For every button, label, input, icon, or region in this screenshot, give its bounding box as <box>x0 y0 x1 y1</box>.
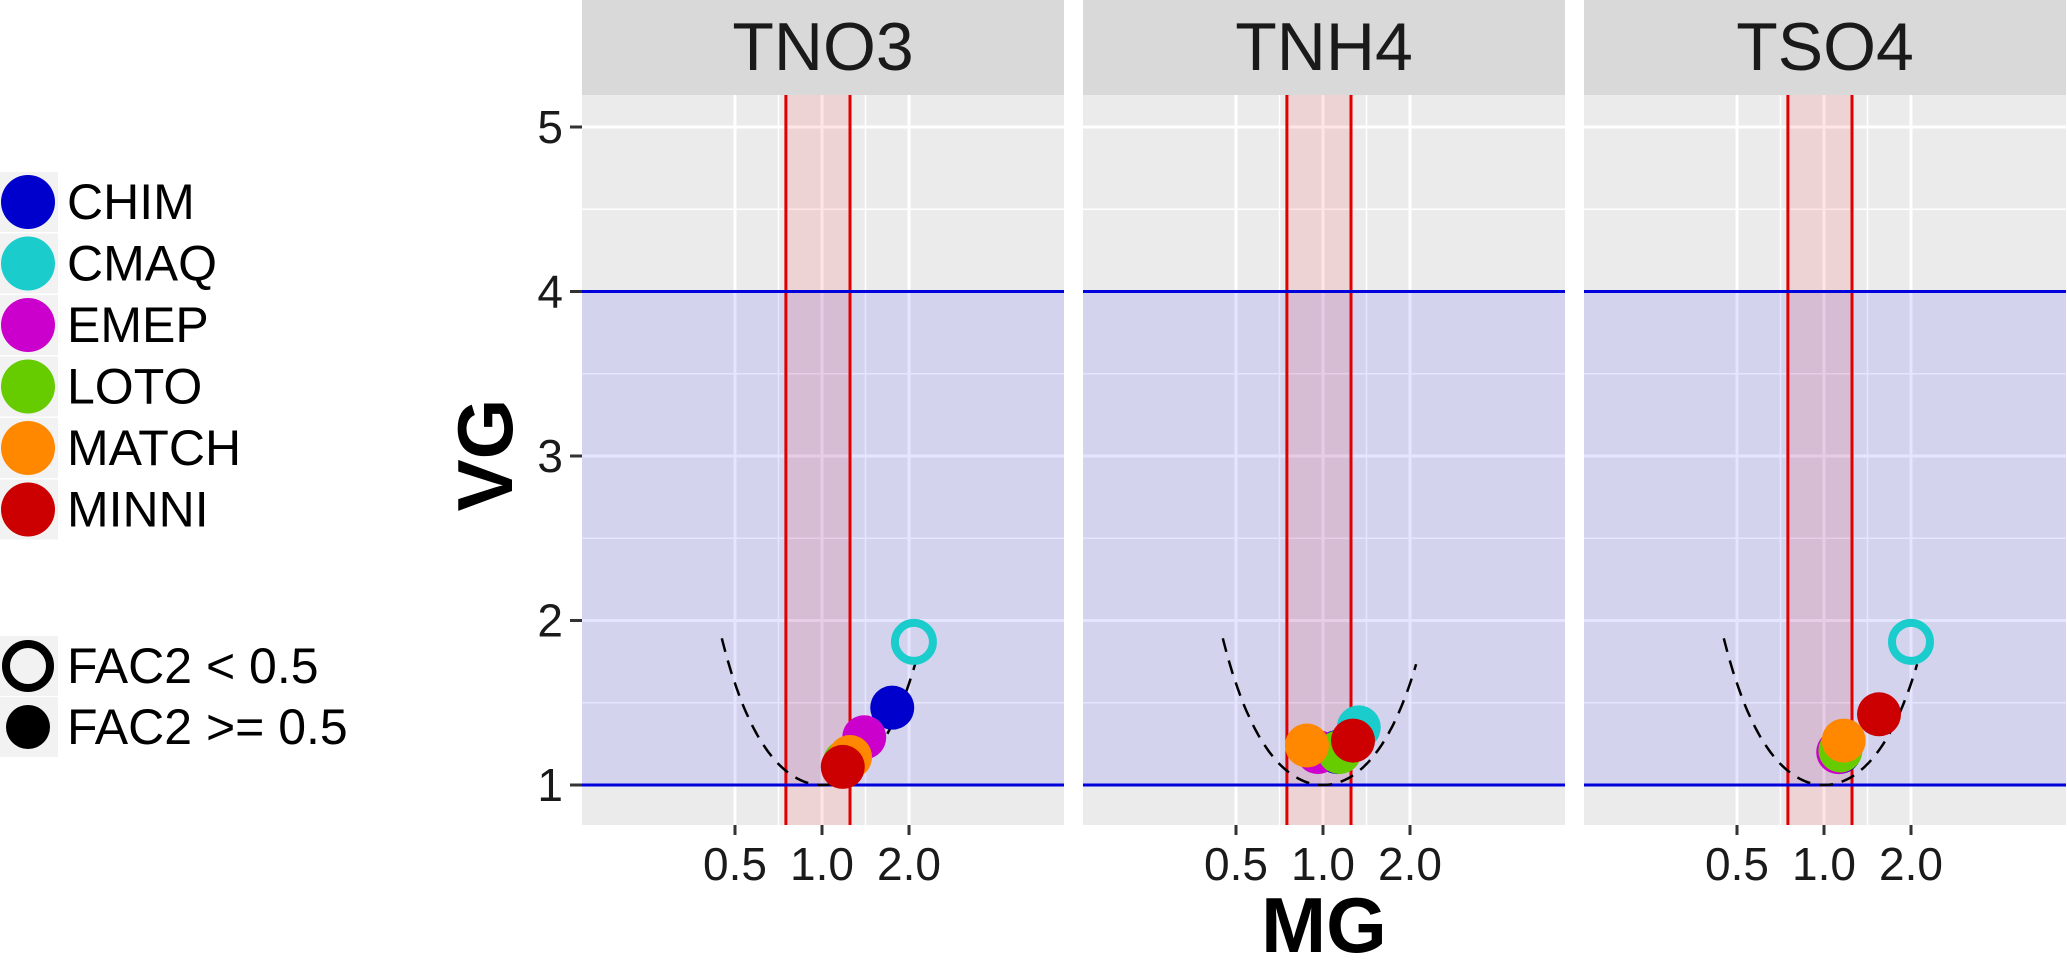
data-point-minni <box>1330 718 1375 763</box>
mg-acceptance-band <box>785 95 851 825</box>
legend-label-match: MATCH <box>67 420 241 476</box>
x-axis-label: MG <box>1261 881 1387 960</box>
legend-swatch-emep <box>1 298 55 352</box>
x-tick-label: 0.5 <box>703 838 767 890</box>
panel-title: TNH4 <box>1235 9 1413 85</box>
panel-plot-area <box>582 95 1064 825</box>
legend-label-loto: LOTO <box>67 359 202 415</box>
y-tick-label: 3 <box>537 430 563 482</box>
panel-title: TSO4 <box>1736 9 1914 85</box>
facet-panels: TNO3 0.5 1.0 2.0 TNH4 0.5 1.0 2.0 TSO4 0.5 1.0 2.0 <box>582 0 2066 890</box>
panel-tnh4: TNH4 0.5 1.0 2.0 <box>1083 0 1565 890</box>
panel-plot-area <box>1584 95 2066 825</box>
y-tick-label: 5 <box>537 101 563 153</box>
x-tick-label: 2.0 <box>877 838 941 890</box>
legend-swatch-cmaq <box>1 236 55 291</box>
minimum-vg-curve <box>720 637 917 787</box>
data-point-minni <box>1857 692 1902 737</box>
panel-strip <box>1584 0 2066 95</box>
legend-shape-filled <box>6 705 50 749</box>
y-tick-label: 2 <box>537 595 563 647</box>
data-point-match <box>1284 723 1329 768</box>
legend-shape-label: FAC2 >= 0.5 <box>67 699 348 755</box>
y-axis: 1 2 3 4 5 <box>537 101 582 811</box>
mg-acceptance-band <box>1286 95 1352 825</box>
legend-swatch-match <box>1 421 55 475</box>
minimum-vg-curve <box>1221 637 1418 787</box>
data-point-cmaq <box>890 618 937 665</box>
x-tick-label: 1.0 <box>790 838 854 890</box>
legend-label-cmaq: CMAQ <box>67 236 217 292</box>
x-tick-label: 0.5 <box>1204 838 1268 890</box>
legend-shape-label: FAC2 < 0.5 <box>67 638 319 694</box>
data-point-minni <box>820 744 865 789</box>
panel-tno3: TNO3 0.5 1.0 2.0 <box>582 0 1064 890</box>
x-tick-label: 1.0 <box>1291 838 1355 890</box>
x-tick-label: 1.0 <box>1792 838 1856 890</box>
minimum-vg-curve <box>1722 637 1919 787</box>
y-axis-label: VG <box>441 399 529 512</box>
panel-tso4: TSO4 0.5 1.0 2.0 <box>1584 0 2066 890</box>
panel-title: TNO3 <box>732 9 913 85</box>
data-point-cmaq <box>1887 618 1934 665</box>
legend-swatch-loto <box>1 359 55 414</box>
mg-acceptance-band <box>1787 95 1853 825</box>
vg-acceptance-band <box>582 291 1064 785</box>
data-point-match <box>1821 718 1866 763</box>
x-tick-label: 2.0 <box>1879 838 1943 890</box>
panel-strip <box>582 0 1064 95</box>
legend-label-minni: MINNI <box>67 482 209 538</box>
x-tick-label: 2.0 <box>1378 838 1442 890</box>
y-tick-label: 1 <box>537 759 563 811</box>
vg-acceptance-band <box>1083 291 1565 785</box>
legend-label-emep: EMEP <box>67 297 209 353</box>
legend-swatch-minni <box>1 482 55 537</box>
x-tick-label: 0.5 <box>1705 838 1769 890</box>
legend-label-chim: CHIM <box>67 174 195 230</box>
y-tick-label: 4 <box>537 266 563 318</box>
panel-plot-area <box>1083 95 1565 825</box>
vg-acceptance-band <box>1584 291 2066 785</box>
panel-strip <box>1083 0 1565 95</box>
legend-swatch-chim <box>1 175 55 229</box>
data-point-chim <box>870 685 915 730</box>
legend-shape-open <box>2 640 54 692</box>
